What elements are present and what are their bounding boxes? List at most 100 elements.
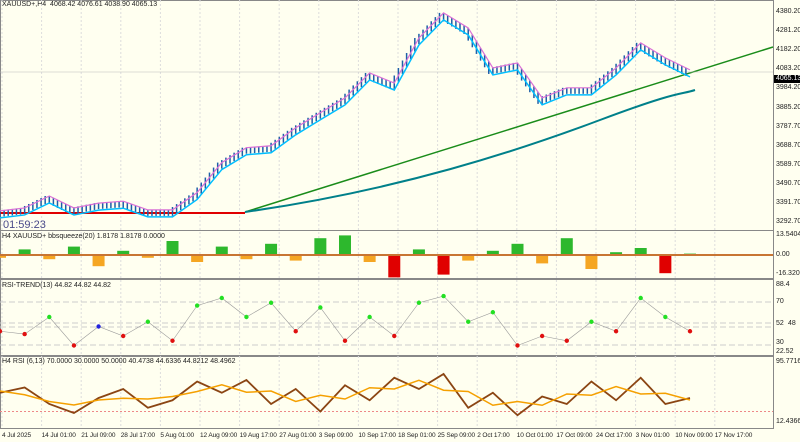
squeeze-bar [141, 255, 154, 258]
rsi-trend-dot [416, 300, 422, 305]
time-label: 10 Oct 01:00 [516, 432, 553, 439]
bbsqueeze-tick: 13.5404 [776, 231, 800, 238]
time-label: 4 Jul 2025 [2, 432, 31, 439]
rsi-trend-tick: 22.52 [776, 348, 794, 355]
rsi-trend-dot [145, 319, 151, 324]
rsi-trend-dot [515, 343, 520, 348]
squeeze-bar [511, 243, 524, 255]
price-tick: 4281.20 [776, 27, 800, 35]
fast-ma-line [0, 18, 691, 219]
rsi-trend-tick: 52 [776, 320, 784, 327]
squeeze-bar [117, 250, 130, 255]
time-label: 21 Jul 09:00 [81, 432, 116, 439]
current-price-badge: 4065.13 [774, 75, 800, 83]
bbsqueeze-tick: 0.00 [776, 251, 790, 258]
time-label: 3 Nov 01:00 [635, 432, 670, 439]
time-label: 10 Nov 09:00 [675, 432, 713, 439]
rsi-trend-dot [490, 310, 496, 315]
time-label: 25 Sep 09:00 [437, 432, 476, 439]
rsi-trend-dot [342, 338, 348, 343]
squeeze-bar [314, 238, 327, 255]
squeeze-bar [0, 255, 6, 258]
time-label: 2 Oct 17:00 [477, 432, 510, 439]
rsi-tick: 12.4366 [776, 418, 800, 425]
rsi-trend-dot [194, 303, 200, 308]
time-label: 19 Aug 17:00 [239, 432, 277, 439]
squeeze-bar [363, 255, 376, 262]
squeeze-bar [43, 255, 56, 260]
rsi-trend-tick: 88.4 [776, 281, 790, 288]
squeeze-bar [560, 238, 573, 255]
price-tick: 3589.70 [776, 160, 800, 168]
squeeze-bar [659, 255, 672, 274]
price-tick: 3292.70 [776, 218, 800, 226]
squeeze-bar [92, 255, 105, 267]
squeeze-bar [585, 255, 598, 269]
squeeze-bar [634, 248, 647, 255]
squeeze-bar [265, 243, 278, 255]
price-tick: 3885.20 [776, 103, 800, 111]
price-tick: 3688.70 [776, 141, 800, 149]
rsi-trend-dot [613, 329, 619, 334]
time-label: 14 Jul 01:00 [41, 432, 76, 439]
pane-frame [0, 0, 774, 231]
mid-ma-line [0, 12, 691, 212]
rsi-line [0, 372, 691, 417]
chart-header: XAUUSD+,H4 4068.42 4076.61 4038.90 4065.… [2, 1, 157, 9]
price-tick: 4083.20 [776, 65, 800, 73]
rsi-trend-dot [244, 314, 249, 320]
squeeze-bar [166, 241, 179, 255]
ohlc: 4068.42 4076.61 4038.90 4065.13 [50, 1, 158, 8]
rsi-trend-dot [367, 314, 372, 320]
rsi-label: H4 RSI (6,13) 70.0000 30.0000 50.0000 40… [2, 358, 236, 365]
candle-timer: 01:59:23 [3, 219, 46, 231]
squeeze-bar [412, 249, 425, 255]
rsi-signal-line [0, 379, 691, 407]
rsi-trend-tick: 70 [776, 298, 784, 305]
rsi-tick: 95.7716 [776, 358, 800, 365]
rsi-trend-dot [318, 305, 323, 310]
rsi-trend-dot [466, 319, 471, 324]
squeeze-bar [437, 255, 450, 275]
rsi-trend-dot [0, 329, 3, 334]
rsi-trend-dot [71, 343, 77, 348]
squeeze-bar [191, 255, 204, 262]
rsi-trend-dot [539, 333, 545, 339]
rsi-trend-line [0, 295, 691, 346]
rsi-trend-dot [170, 338, 175, 343]
rsi-trend-dot [564, 338, 569, 343]
time-label: 3 Sep 09:00 [318, 432, 353, 439]
rsi-trend-dot [96, 324, 101, 329]
time-label: 10 Sep 17:00 [358, 432, 396, 439]
rsi-trend-dot [22, 331, 27, 337]
slow-ma-line [244, 89, 696, 213]
rsi-trend-dot [441, 293, 446, 299]
rsi-trend-dot [47, 314, 52, 320]
price-tick: 3984.20 [776, 84, 800, 92]
squeeze-bar [289, 255, 302, 261]
rsi-trend-tick: 30 [776, 339, 784, 346]
rsi-trend-dot [589, 319, 594, 324]
rsi-trend-dot [663, 314, 668, 320]
price-tick: 3787.70 [776, 122, 800, 130]
rsi-trend-dot [121, 333, 126, 339]
pane-frame [0, 279, 774, 356]
rsi-trend-dot [687, 329, 693, 334]
rsi-trend-dot [638, 295, 643, 301]
squeeze-bar [536, 255, 549, 264]
time-label: 18 Sep 01:00 [398, 432, 436, 439]
rsi-trend-dot [268, 300, 274, 305]
squeeze-bar [240, 255, 253, 260]
squeeze-bar [67, 246, 80, 255]
bbsqueeze-tick: -16.3202 [776, 270, 800, 277]
rsi-trend-dot [392, 333, 397, 339]
rsi-trend-tick: 48 [788, 320, 796, 327]
rsi-trend-dot [219, 295, 224, 301]
price-tick: 4380.20 [776, 8, 800, 15]
squeeze-bar [388, 255, 401, 278]
price-tick: 4182.20 [776, 46, 800, 54]
symbol: XAUUSD+,H4 [2, 1, 47, 8]
time-label: 12 Aug 09:00 [200, 432, 238, 439]
squeeze-bar [610, 252, 623, 255]
